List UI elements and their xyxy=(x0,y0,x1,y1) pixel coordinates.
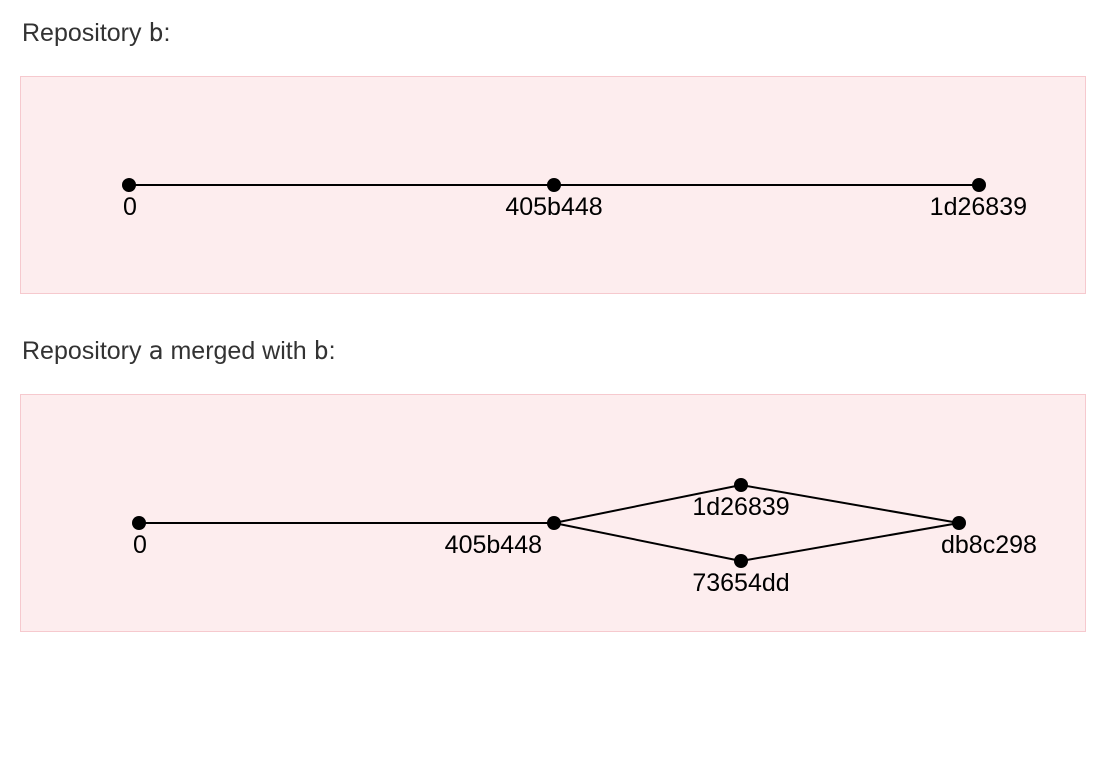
heading-bottom-code-a: a xyxy=(148,336,163,365)
heading-bottom-prefix: Repository xyxy=(22,337,148,365)
graph-node-label: 0 xyxy=(123,193,137,221)
graph-node xyxy=(734,554,748,568)
graph-node-label: 1d26839 xyxy=(930,193,1027,221)
graph-node xyxy=(547,178,561,192)
graph-node-label: 73654dd xyxy=(692,569,789,597)
graph-node-label: 405b448 xyxy=(445,531,542,559)
heading-bottom-suffix: : xyxy=(329,337,336,365)
diagram-panel-merged: 0 405b448 1d26839 73654dd db8c298 xyxy=(20,394,1086,632)
diagram-svg: 0 405b448 1d26839 xyxy=(21,77,1087,295)
graph-node-label: 405b448 xyxy=(505,193,602,221)
heading-top-prefix: Repository xyxy=(22,19,148,47)
page-root: Repository b: 0 405b448 1d26839 Repository… xyxy=(0,0,1106,768)
graph-node xyxy=(547,516,561,530)
spacer xyxy=(20,294,1086,336)
heading-bottom-mid: merged with xyxy=(164,337,314,365)
graph-node xyxy=(734,478,748,492)
heading-top-suffix: : xyxy=(164,19,171,47)
graph-node-label: 1d26839 xyxy=(692,493,789,521)
graph-node xyxy=(122,178,136,192)
heading-bottom-code-b: b xyxy=(314,336,329,365)
graph-node xyxy=(132,516,146,530)
diagram-panel-b: 0 405b448 1d26839 xyxy=(20,76,1086,294)
graph-node-label: 0 xyxy=(133,531,147,559)
heading-top: Repository b: xyxy=(22,18,1086,48)
heading-bottom: Repository a merged with b: xyxy=(22,336,1086,366)
diagram-svg: 0 405b448 1d26839 73654dd db8c298 xyxy=(21,395,1087,633)
graph-node xyxy=(952,516,966,530)
graph-edge xyxy=(554,523,741,561)
heading-top-code: b xyxy=(148,18,163,47)
graph-node-label: db8c298 xyxy=(941,531,1037,559)
graph-edge xyxy=(741,523,959,561)
graph-node xyxy=(972,178,986,192)
